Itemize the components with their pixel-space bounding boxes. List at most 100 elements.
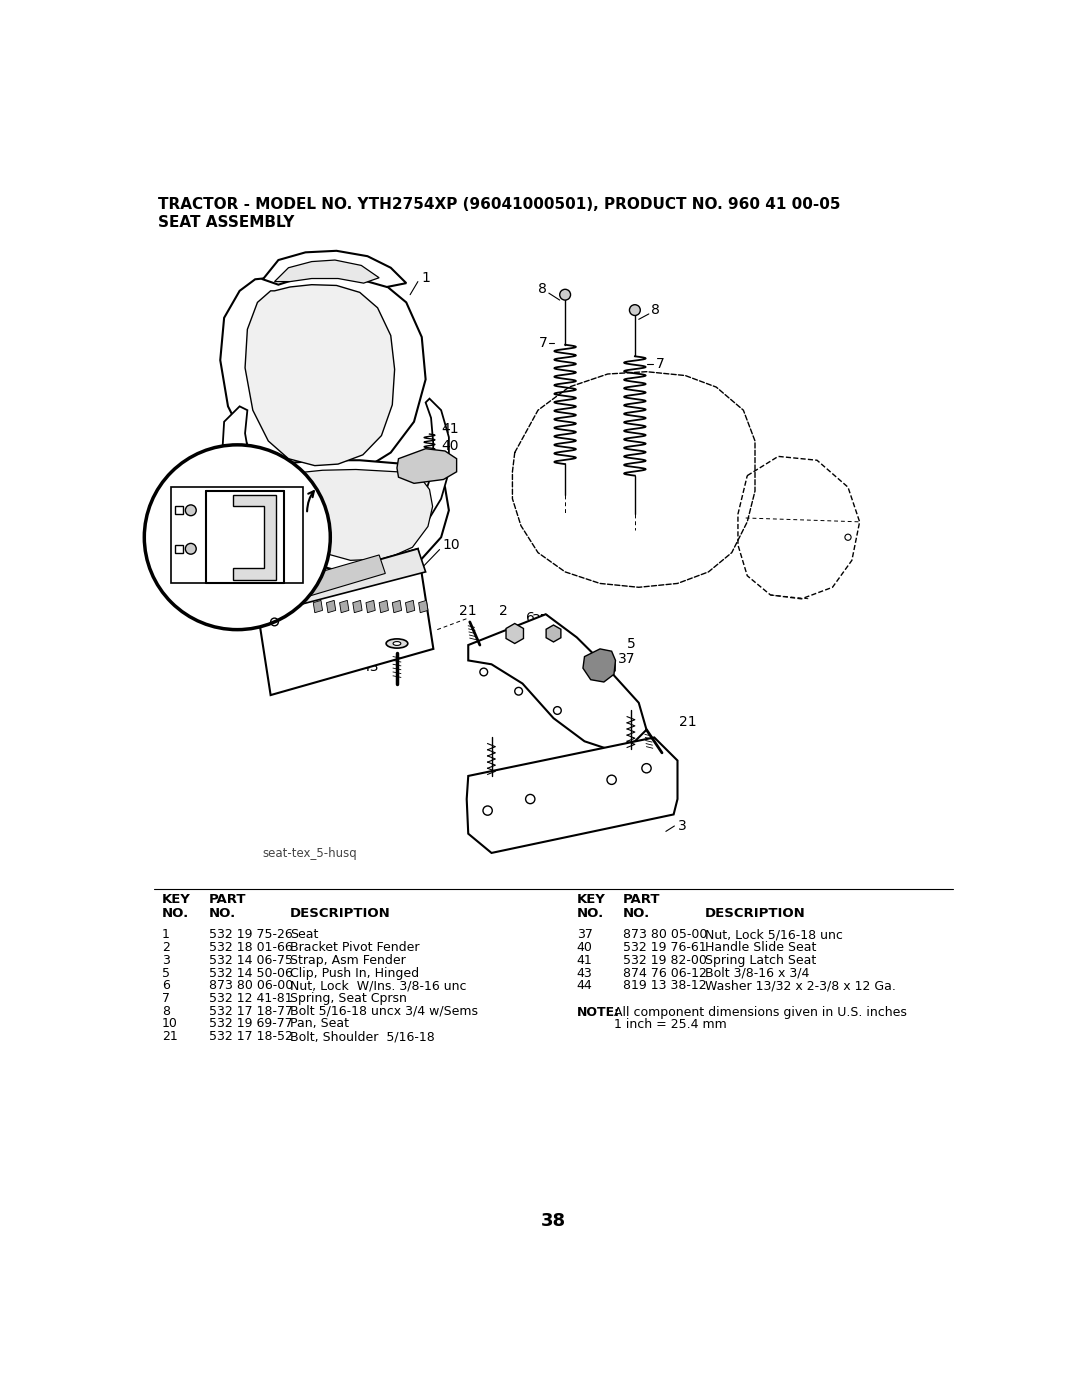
Text: 532 12 41-81: 532 12 41-81 xyxy=(208,992,293,1004)
Text: Seat: Seat xyxy=(291,929,319,942)
Polygon shape xyxy=(392,601,402,613)
Circle shape xyxy=(186,543,197,555)
Text: Handle Slide Seat: Handle Slide Seat xyxy=(704,942,816,954)
Text: 44: 44 xyxy=(362,629,379,643)
Text: 1: 1 xyxy=(422,271,431,285)
Text: SEAT ASSEMBLY: SEAT ASSEMBLY xyxy=(159,215,295,231)
Text: Bolt 5/16-18 uncx 3/4 w/Sems: Bolt 5/16-18 uncx 3/4 w/Sems xyxy=(291,1004,478,1017)
Polygon shape xyxy=(397,448,457,483)
Text: TRACTOR - MODEL NO. YTH2754XP (96041000501), PRODUCT NO. 960 41 00-05: TRACTOR - MODEL NO. YTH2754XP (960410005… xyxy=(159,197,840,212)
Polygon shape xyxy=(419,601,428,613)
Text: Nut, Lock  W/Ins. 3/8-16 unc: Nut, Lock W/Ins. 3/8-16 unc xyxy=(291,979,467,992)
Polygon shape xyxy=(507,623,524,644)
Polygon shape xyxy=(255,549,426,615)
Text: 819 13 38-12: 819 13 38-12 xyxy=(623,979,707,992)
Text: 21: 21 xyxy=(679,715,697,729)
Text: Clip, Push In, Hinged: Clip, Push In, Hinged xyxy=(291,967,419,979)
Text: 874 76 06-12: 874 76 06-12 xyxy=(623,967,707,979)
Text: 532 14 50-06: 532 14 50-06 xyxy=(208,967,293,979)
Text: Strap, Asm Fender: Strap, Asm Fender xyxy=(291,954,406,967)
Text: 532 17 18-52: 532 17 18-52 xyxy=(208,1030,293,1044)
Text: 7: 7 xyxy=(539,337,548,351)
Text: 532 18 01-66: 532 18 01-66 xyxy=(208,942,293,954)
Text: 40: 40 xyxy=(441,440,459,454)
Text: 1: 1 xyxy=(162,929,170,942)
Text: DESCRIPTION: DESCRIPTION xyxy=(704,907,806,919)
Text: 37: 37 xyxy=(577,929,593,942)
Text: 41: 41 xyxy=(441,422,459,436)
Circle shape xyxy=(145,444,330,630)
Text: KEY: KEY xyxy=(162,893,191,907)
Text: 43: 43 xyxy=(577,967,593,979)
Text: 21: 21 xyxy=(459,604,477,617)
Text: 43: 43 xyxy=(362,659,379,673)
Polygon shape xyxy=(233,495,276,580)
Polygon shape xyxy=(245,285,394,465)
Circle shape xyxy=(630,305,640,316)
Text: Spring, Seat Cprsn: Spring, Seat Cprsn xyxy=(291,992,407,1004)
Text: Nut, Lock 5/16-18 unc: Nut, Lock 5/16-18 unc xyxy=(704,929,842,942)
Text: 532 14 06-75: 532 14 06-75 xyxy=(208,954,293,967)
Polygon shape xyxy=(405,601,415,613)
Text: KEY: KEY xyxy=(577,893,606,907)
Text: 7: 7 xyxy=(162,992,171,1004)
Text: 2: 2 xyxy=(499,604,508,617)
Polygon shape xyxy=(282,469,433,560)
Polygon shape xyxy=(274,260,379,284)
Polygon shape xyxy=(467,738,677,854)
Text: PART: PART xyxy=(208,893,246,907)
Text: NO.: NO. xyxy=(208,907,235,919)
Text: 532 19 76-61: 532 19 76-61 xyxy=(623,942,707,954)
Text: 8: 8 xyxy=(651,303,660,317)
Text: 3: 3 xyxy=(162,954,170,967)
Text: seat-tex_5-husq: seat-tex_5-husq xyxy=(262,847,357,859)
Text: 8: 8 xyxy=(539,282,548,296)
Polygon shape xyxy=(600,658,616,675)
Polygon shape xyxy=(339,601,349,613)
Text: 1 inch = 25.4 mm: 1 inch = 25.4 mm xyxy=(613,1018,727,1031)
Text: 37: 37 xyxy=(531,613,549,627)
Text: 40: 40 xyxy=(577,942,593,954)
Polygon shape xyxy=(326,601,336,613)
Text: 532 19 69-77: 532 19 69-77 xyxy=(208,1017,293,1031)
Text: Washer 13/32 x 2-3/8 x 12 Ga.: Washer 13/32 x 2-3/8 x 12 Ga. xyxy=(704,979,895,992)
Text: 873 80 06-00: 873 80 06-00 xyxy=(208,979,293,992)
Polygon shape xyxy=(583,648,616,682)
Polygon shape xyxy=(220,271,426,479)
Text: 7: 7 xyxy=(656,358,664,372)
Text: 532 17 18-77: 532 17 18-77 xyxy=(208,1004,293,1017)
Text: Bracket Pivot Fender: Bracket Pivot Fender xyxy=(291,942,419,954)
Text: NO.: NO. xyxy=(162,907,189,919)
Circle shape xyxy=(186,504,197,515)
Polygon shape xyxy=(313,601,323,613)
Polygon shape xyxy=(294,555,386,599)
Text: Pan, Seat: Pan, Seat xyxy=(291,1017,349,1031)
Ellipse shape xyxy=(386,638,408,648)
Circle shape xyxy=(559,289,570,300)
Polygon shape xyxy=(546,624,561,643)
Polygon shape xyxy=(366,601,375,613)
Polygon shape xyxy=(262,251,406,286)
Text: 10: 10 xyxy=(162,1017,178,1031)
Text: 3: 3 xyxy=(677,819,686,833)
Text: 8: 8 xyxy=(162,1004,171,1017)
Text: All component dimensions given in U.S. inches: All component dimensions given in U.S. i… xyxy=(613,1006,907,1018)
Text: 21: 21 xyxy=(162,1030,178,1044)
Polygon shape xyxy=(418,398,449,525)
Text: 873 80 05-00: 873 80 05-00 xyxy=(623,929,707,942)
Text: NO.: NO. xyxy=(623,907,650,919)
Text: 532 19 75-26: 532 19 75-26 xyxy=(208,929,293,942)
Text: 6: 6 xyxy=(526,610,536,624)
Text: NO.: NO. xyxy=(577,907,604,919)
Text: PART: PART xyxy=(623,893,661,907)
FancyBboxPatch shape xyxy=(172,488,303,584)
Text: 10: 10 xyxy=(443,538,460,552)
Text: 532 19 82-00: 532 19 82-00 xyxy=(623,954,707,967)
Text: 44: 44 xyxy=(577,979,593,992)
Text: Bolt, Shoulder  5/16-18: Bolt, Shoulder 5/16-18 xyxy=(291,1030,435,1044)
Text: Bolt 3/8-16 x 3/4: Bolt 3/8-16 x 3/4 xyxy=(704,967,809,979)
Text: 6: 6 xyxy=(162,979,170,992)
Polygon shape xyxy=(255,549,433,696)
Text: 37: 37 xyxy=(619,652,636,666)
Polygon shape xyxy=(267,460,449,573)
